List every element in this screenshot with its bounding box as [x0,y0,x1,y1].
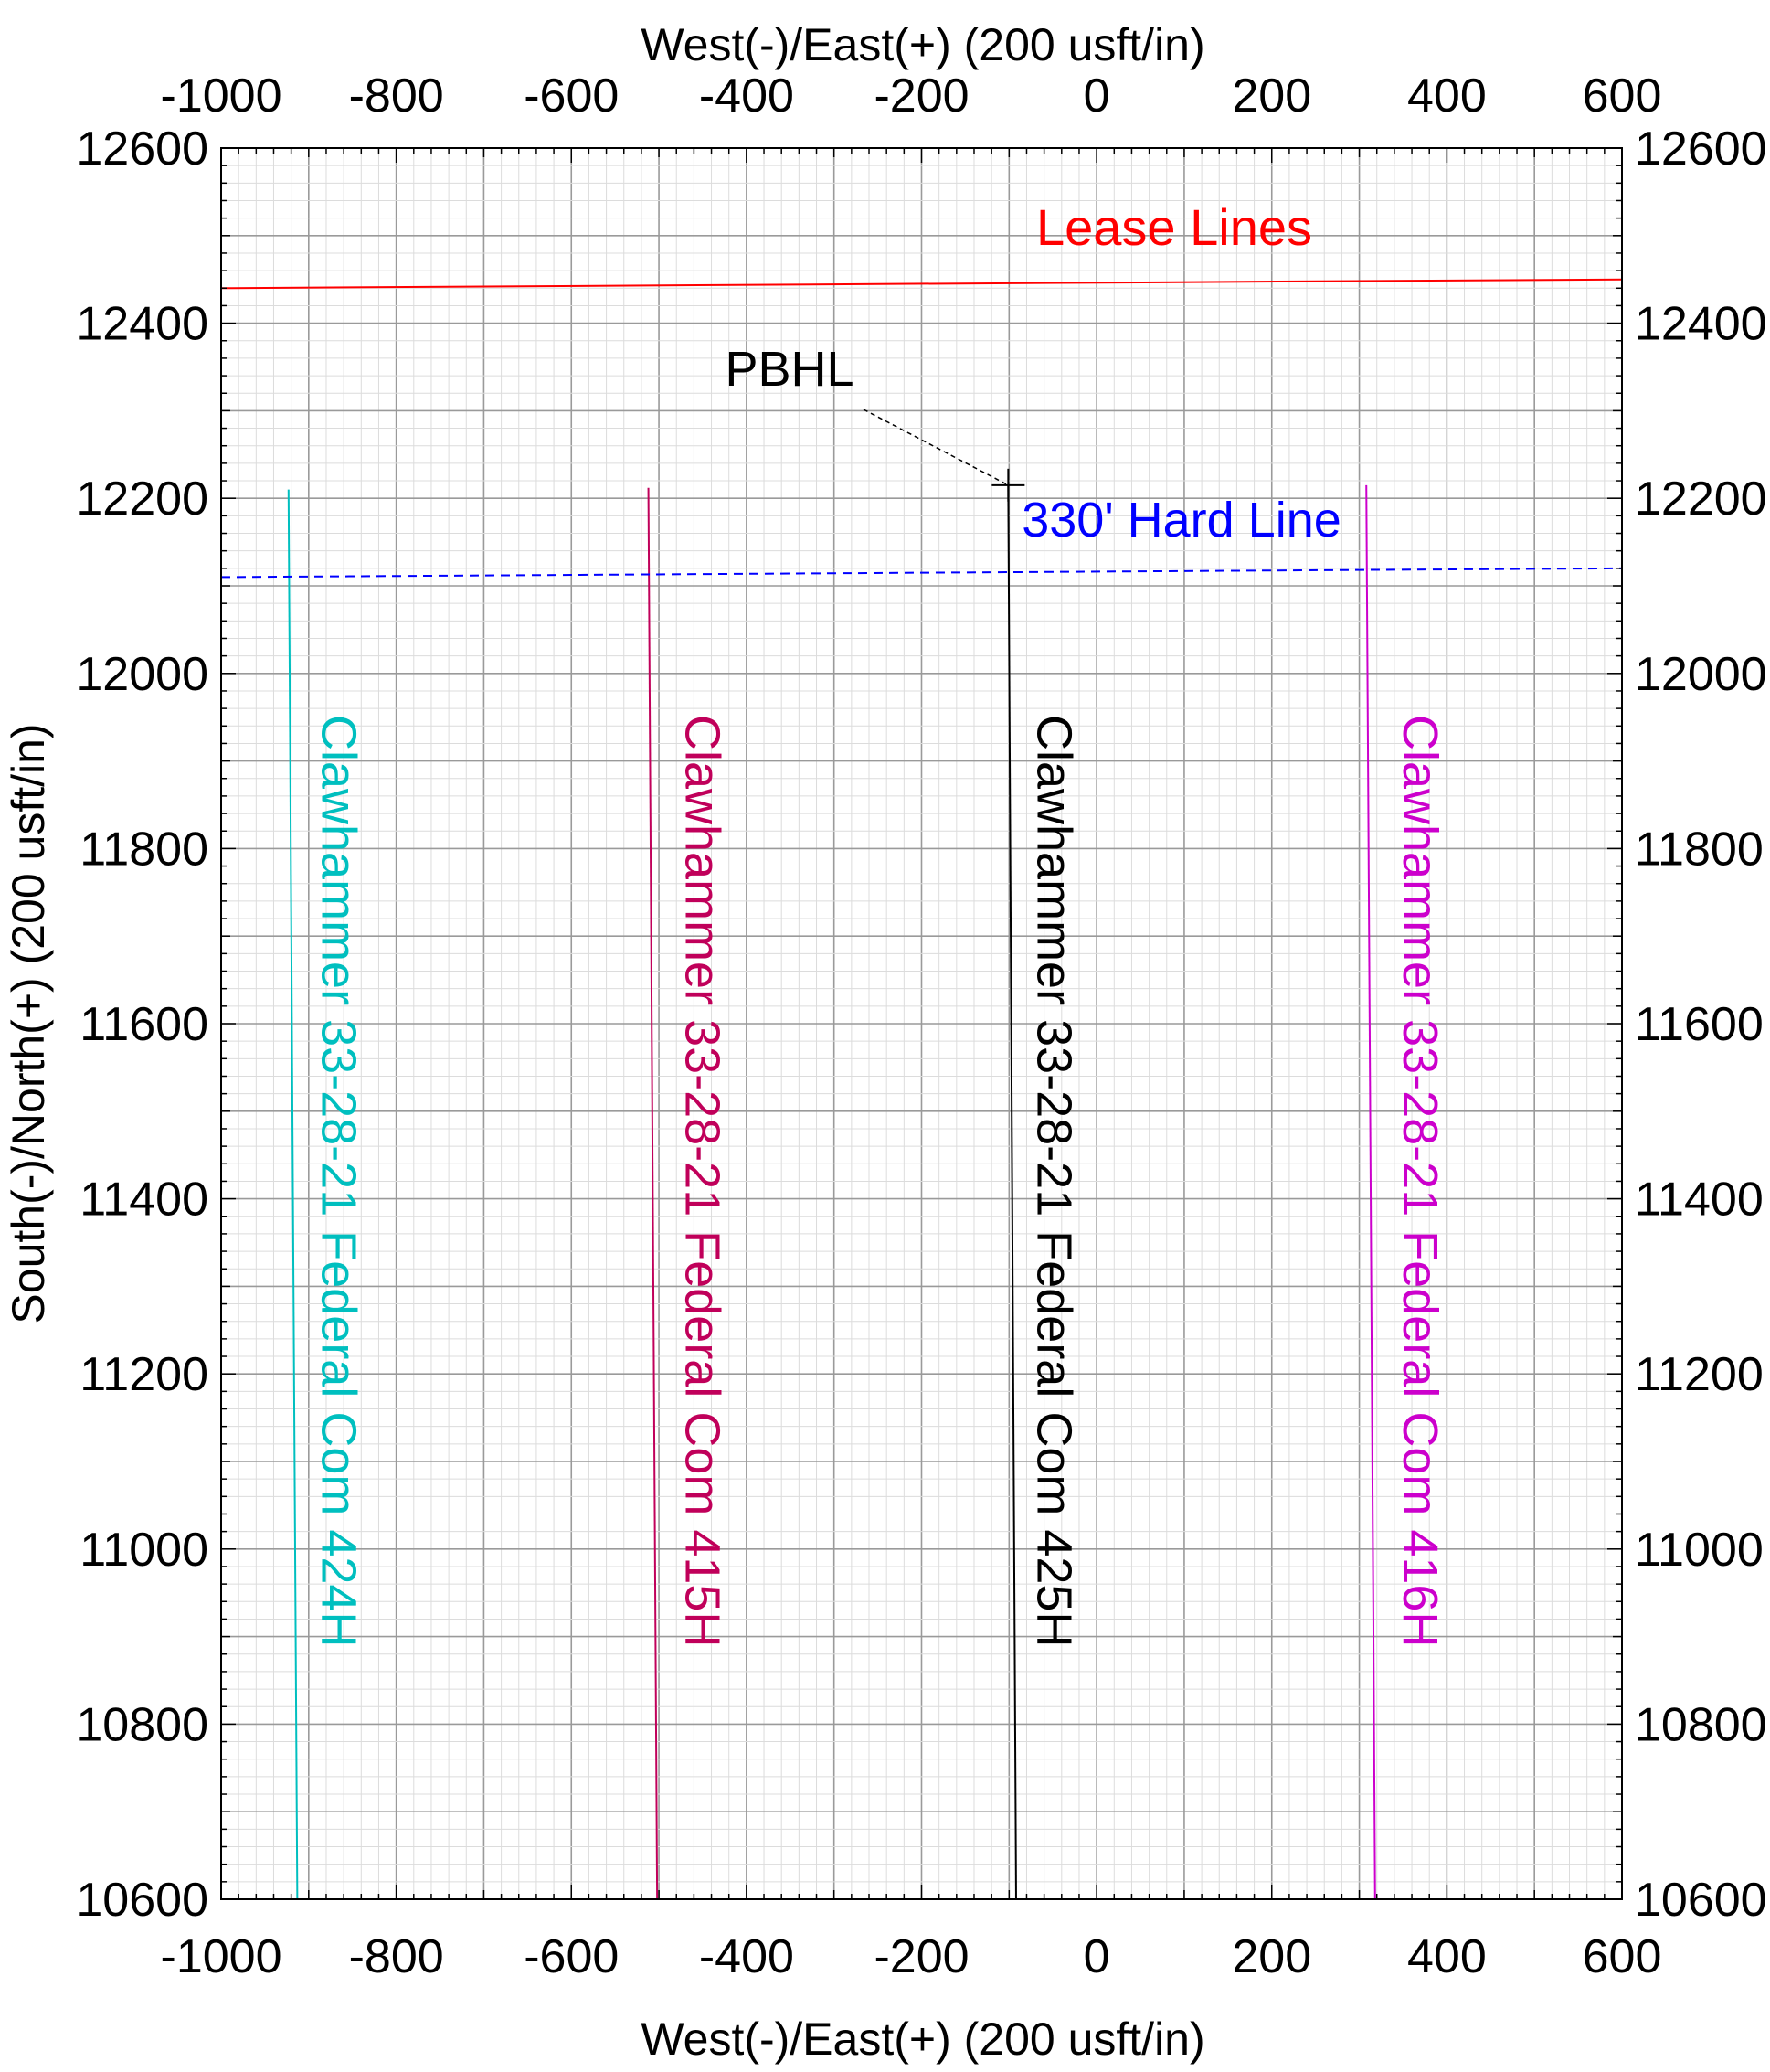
series-line [220,278,1623,290]
series-label: Clawhammer 33-28-21 Federal Com 416H [1393,715,1447,1647]
y-tick-label-right: 11400 [1635,1174,1764,1227]
tick-labels: -1000 -1000 -800 -800 -600 -600 -400 -400 -200 -2… [76,69,1766,1983]
x-tick-label-top: -200 [874,69,969,122]
x-tick-label-top: -400 [699,69,794,122]
y-tick-label-left: 12400 [76,298,208,351]
y-tick-label-right: 12200 [1635,473,1767,526]
y-axis-label: South(-)/North(+) (200 usft/in) [3,723,54,1323]
x-tick-label-top: 200 [1232,69,1311,122]
y-tick-label-left: 11800 [79,823,208,876]
series-line [647,487,659,1900]
x-axis-label-bottom: West(-)/East(+) (200 usft/in) [641,2014,1204,2065]
series-line [220,567,1623,579]
x-tick-label-bottom: -1000 [161,1930,282,1983]
y-tick-label-right: 11200 [1635,1348,1764,1401]
x-tick-label-bottom: -600 [524,1930,619,1983]
series-label: Lease Lines [1036,198,1312,256]
series-label: Clawhammer 33-28-21 Federal Com 424H [312,715,366,1647]
x-tick-label-top: -1000 [161,69,282,122]
x-tick-label-bottom: 400 [1407,1930,1487,1983]
series-line [287,489,299,1900]
y-tick-label-left: 11000 [79,1524,208,1577]
series-label: Clawhammer 33-28-21 Federal Com 415H [674,715,729,1647]
y-tick-label-right: 10600 [1635,1874,1767,1927]
y-tick-label-left: 12200 [76,473,208,526]
y-tick-label-left: 12600 [76,122,208,175]
x-tick-label-top: 0 [1084,69,1110,122]
y-tick-label-right: 11800 [1635,823,1764,876]
series-line [1365,484,1376,1900]
pbhl-annotation: PBHL [725,342,1025,502]
y-tick-label-left: 11600 [79,998,208,1051]
series-lines [220,278,1623,1900]
axis-ticks [220,147,1623,1900]
y-tick-label-right: 12000 [1635,648,1767,701]
x-tick-label-top: -600 [524,69,619,122]
x-tick-label-bottom: -400 [699,1930,794,1983]
y-tick-label-right: 12400 [1635,298,1767,351]
pbhl-label: PBHL [725,342,853,397]
series-labels: Clawhammer 33-28-21 Federal Com 424H Claw… [312,198,1447,1647]
y-tick-label-left: 12000 [76,648,208,701]
x-tick-label-bottom: 600 [1583,1930,1662,1983]
y-tick-label-left: 10600 [76,1874,208,1927]
x-tick-label-top: -800 [349,69,444,122]
y-tick-label-left: 10800 [76,1698,208,1751]
x-tick-label-bottom: 0 [1084,1930,1110,1983]
series-label: Clawhammer 33-28-21 Federal Com 425H [1027,715,1082,1647]
grid [220,147,1623,1900]
x-axis-label-top: West(-)/East(+) (200 usft/in) [641,19,1204,70]
x-tick-label-top: 400 [1407,69,1487,122]
series-label: 330' Hard Line [1022,493,1341,547]
x-tick-label-bottom: 200 [1232,1930,1311,1983]
x-tick-label-top: 600 [1583,69,1662,122]
y-tick-label-left: 11400 [79,1174,208,1227]
pbhl-leader-line [863,409,1009,486]
y-tick-label-right: 11600 [1635,998,1764,1051]
y-tick-label-right: 10800 [1635,1698,1767,1751]
y-tick-label-right: 12600 [1635,122,1767,175]
x-tick-label-bottom: -800 [349,1930,444,1983]
series-line [1007,484,1017,1900]
y-tick-label-left: 11200 [79,1348,208,1401]
y-tick-label-right: 11000 [1635,1524,1764,1577]
x-tick-label-bottom: -200 [874,1930,969,1983]
